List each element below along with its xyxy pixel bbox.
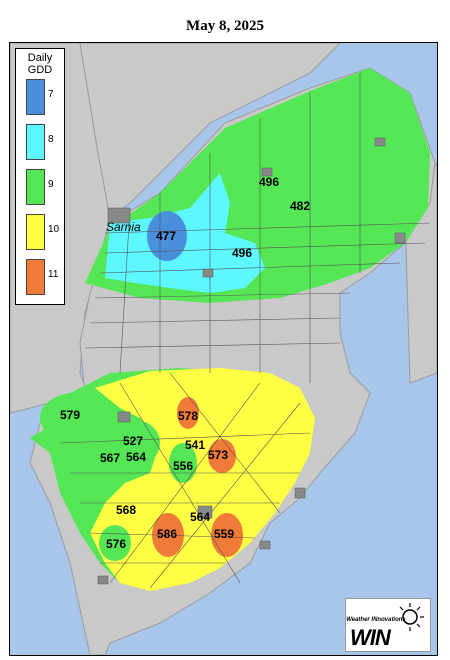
gdd-value: 586 (157, 527, 177, 541)
sun-icon (399, 603, 424, 631)
gdd-value: 556 (173, 459, 193, 473)
gdd-value: 477 (156, 229, 176, 243)
gdd-value: 579 (60, 408, 80, 422)
gdd-value: 482 (290, 199, 310, 213)
legend-swatch (26, 259, 45, 295)
gdd-value: 496 (259, 175, 279, 189)
legend-label: 9 (48, 179, 54, 190)
towns (97, 137, 406, 585)
gdd-value: 568 (116, 503, 136, 517)
gdd-value: 527 (123, 434, 143, 448)
legend-label: 10 (48, 224, 60, 235)
gdd-map: Sarnia 477 496 496 482 579 578 527 541 5… (10, 43, 437, 655)
legend-title: Daily GDD (27, 52, 53, 76)
legend-swatch (26, 124, 45, 160)
legend-swatch (26, 214, 45, 250)
legend: Daily GDD 7 8 9 10 11 (15, 48, 65, 305)
win-logo: Weather INnovations WIN (345, 598, 431, 652)
legend-label: 7 (48, 89, 54, 100)
legend-swatch (26, 79, 45, 115)
gdd-value: 578 (178, 409, 198, 423)
zone-11-573 (208, 439, 236, 473)
legend-label: 11 (48, 269, 59, 280)
legend-label: 8 (48, 134, 54, 145)
gdd-value: 541 (185, 438, 205, 452)
legend-swatch (26, 169, 45, 205)
map-title: May 8, 2025 (186, 18, 264, 34)
logo-tagline: Weather INnovations (346, 617, 406, 623)
gdd-value: 496 (232, 246, 252, 260)
road-network (59, 73, 431, 589)
logo-name: WIN (350, 625, 391, 650)
gdd-value: 567 (100, 451, 120, 465)
gdd-value: 564 (190, 510, 210, 524)
gdd-value: 576 (106, 537, 126, 551)
zone-11-586 (152, 513, 184, 557)
zone-11-578 (177, 397, 199, 429)
zone-9-527 (116, 421, 160, 465)
gdd-value: 564 (126, 450, 146, 464)
zone-11-559 (211, 513, 243, 557)
zone-9-579 (40, 393, 110, 443)
gdd-value: 573 (208, 448, 228, 462)
map-frame: Sarnia 477 496 496 482 579 578 527 541 5… (9, 42, 438, 656)
gdd-value: 559 (214, 527, 234, 541)
zone-7-blue (147, 211, 187, 261)
city-label-sarnia: Sarnia (106, 220, 141, 234)
land-north-shore (79, 43, 341, 219)
